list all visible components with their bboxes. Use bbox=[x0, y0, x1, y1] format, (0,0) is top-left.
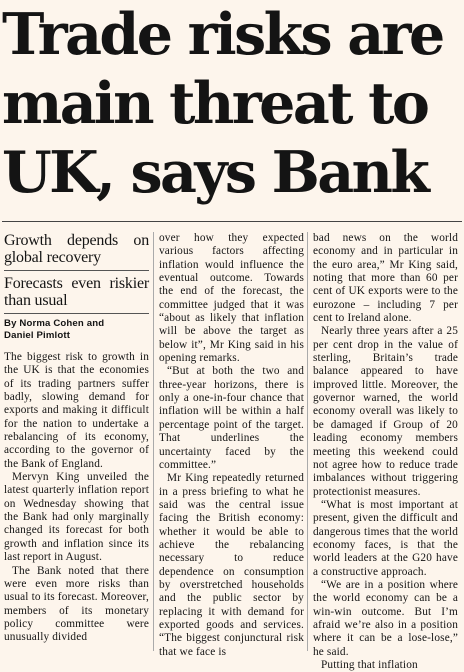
column-divider bbox=[307, 232, 308, 651]
body-paragraph: “We are in a position where the world ec… bbox=[313, 578, 458, 658]
body-paragraph: Nearly three years after a 25 per cent d… bbox=[313, 325, 458, 498]
headline-line-3: UK, says Bank bbox=[2, 139, 430, 206]
byline: By Norma Cohen and Daniel Pimlott bbox=[4, 318, 149, 341]
body-paragraph: The Bank noted that there were even more… bbox=[4, 564, 149, 644]
body-paragraph: The biggest risk to growth in the UK is … bbox=[4, 351, 149, 470]
body-paragraph: Mr King repeatedly returned in a press b… bbox=[159, 472, 304, 658]
byline-divider bbox=[4, 313, 149, 314]
article-column-1: Growth depends on global recovery Foreca… bbox=[4, 232, 149, 645]
headline-line-2: main threat to bbox=[2, 70, 430, 137]
body-paragraph: over how they expected various factors a… bbox=[159, 232, 304, 365]
headline: Trade risks are main threat to UK, says … bbox=[2, 0, 464, 207]
body-paragraph: Mervyn King unveiled the latest quarterl… bbox=[4, 471, 149, 564]
kicker-subhead: Growth depends on global recovery bbox=[4, 232, 149, 266]
byline-line-1: By Norma Cohen and bbox=[4, 318, 105, 329]
body-paragraph: Putting that inflation bbox=[321, 659, 418, 671]
byline-line-2: Daniel Pimlott bbox=[4, 329, 71, 341]
body-paragraph: “What is most important at present, give… bbox=[313, 498, 458, 578]
article-column-3: bad news on the world economy and in par… bbox=[313, 232, 458, 672]
body-paragraph: bad news on the world economy and in par… bbox=[313, 232, 458, 325]
headline-line-1: Trade risks are bbox=[2, 1, 445, 68]
secondary-subhead: Forecasts even riskier than usual bbox=[4, 275, 149, 309]
headline-divider bbox=[2, 221, 462, 222]
body-paragraph: “But at both the two and three-year hori… bbox=[159, 365, 304, 471]
subhead-divider bbox=[4, 270, 149, 271]
column-divider bbox=[153, 232, 154, 651]
article-column-2: over how they expected various factors a… bbox=[159, 232, 304, 659]
